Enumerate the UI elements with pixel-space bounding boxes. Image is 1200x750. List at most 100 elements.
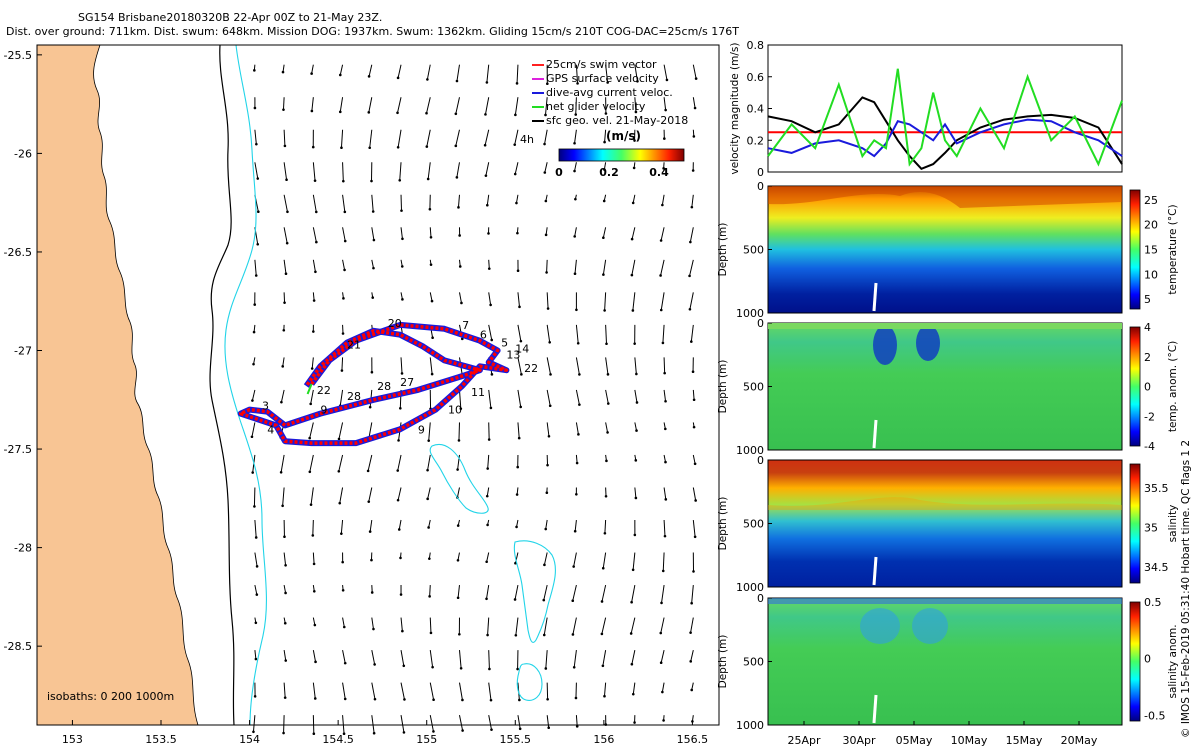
geo-velocity-arrowhead (456, 468, 459, 471)
geo-velocity-arrowhead (575, 308, 578, 312)
geo-velocity-arrowhead (338, 110, 342, 114)
geo-velocity-arrowhead (400, 372, 404, 375)
track-day-label: 7 (462, 319, 469, 332)
geo-velocity-arrowhead (457, 439, 461, 442)
geo-velocity-arrowhead (343, 697, 347, 701)
geo-velocity-arrowhead (281, 504, 284, 508)
geo-velocity-arrow (397, 487, 402, 501)
geo-velocity-arrowhead (284, 591, 287, 595)
geo-velocity-arrow (312, 519, 314, 536)
geo-velocity-arrowhead (253, 106, 257, 110)
geo-velocity-arrow (397, 64, 402, 78)
geo-velocity-arrowhead (284, 659, 288, 662)
geo-velocity-arrow (692, 519, 696, 537)
geo-velocity-arrow (311, 357, 314, 369)
geo-velocity-arrowhead (252, 730, 255, 734)
geo-velocity-arrow (371, 715, 375, 734)
geo-velocity-arrowhead (429, 263, 433, 266)
geo-velocity-arrow (486, 552, 490, 562)
geo-velocity-arrow (544, 162, 548, 173)
geo-velocity-arrow (338, 422, 344, 439)
geo-velocity-arrowhead (514, 113, 517, 117)
geo-velocity-arrowhead (254, 621, 258, 625)
geo-velocity-arrowhead (659, 631, 663, 635)
geo-velocity-arrow (605, 389, 609, 404)
geo-velocity-arrowhead (255, 142, 258, 146)
section-heatmap (767, 322, 1123, 451)
geo-velocity-arrow (427, 162, 431, 180)
legend-entry: sfc geo. vel. 21-May-2018 (546, 114, 688, 127)
geo-velocity-arrowhead (399, 556, 402, 560)
geo-velocity-arrow (514, 129, 519, 145)
geo-velocity-arrow (660, 649, 665, 663)
geo-velocity-arrowhead (605, 342, 608, 346)
geo-velocity-arrowhead (664, 498, 668, 501)
geo-velocity-arrow (342, 617, 345, 628)
geo-velocity-arrow (517, 292, 520, 307)
geo-velocity-arrowhead (690, 688, 694, 692)
geo-velocity-arrowhead (484, 174, 488, 177)
geo-velocity-arrowhead (661, 203, 664, 207)
section-ytick-label: 500 (743, 656, 764, 669)
geo-velocity-arrowhead (543, 171, 547, 174)
gap-mark (872, 419, 878, 449)
geo-velocity-arrowhead (513, 143, 517, 146)
geo-velocity-arrowhead (279, 470, 283, 474)
geo-velocity-arrowhead (664, 427, 667, 431)
geo-velocity-arrowhead (341, 332, 345, 335)
velocity-series-geostrophic (767, 96, 1123, 170)
geo-velocity-arrowhead (603, 694, 606, 698)
geo-velocity-arrowhead (694, 499, 697, 502)
geo-velocity-arrow (689, 227, 694, 243)
geo-velocity-arrowhead (285, 241, 289, 245)
geo-velocity-arrowhead (372, 627, 375, 631)
track-day-label: 11 (471, 386, 485, 399)
geo-velocity-arrowhead (633, 533, 637, 537)
geo-velocity-arrowhead (310, 72, 313, 75)
geo-velocity-arrow (368, 97, 373, 113)
geo-velocity-arrow (282, 97, 285, 110)
geo-velocity-arrow (517, 422, 520, 439)
geo-velocity-arrowhead (402, 731, 406, 734)
geo-velocity-arrowhead (286, 210, 289, 214)
geo-velocity-arrow (662, 552, 665, 571)
geo-velocity-arrow (283, 650, 287, 661)
geo-velocity-arrow (371, 617, 374, 630)
geo-velocity-arrow (251, 422, 256, 437)
geo-velocity-arrowhead (487, 232, 490, 235)
geo-velocity-arrow (283, 682, 286, 698)
geo-velocity-arrow (631, 649, 636, 665)
section-ytick-label: 0 (757, 592, 764, 605)
geo-velocity-arrow (487, 617, 490, 636)
geo-velocity-arrowhead (396, 76, 400, 80)
geo-velocity-arrowhead (428, 595, 431, 598)
geo-velocity-arrow (342, 227, 346, 242)
geo-velocity-arrowhead (489, 406, 493, 410)
geo-velocity-arrowhead (458, 265, 462, 268)
geo-velocity-arrow (429, 292, 433, 302)
geo-velocity-arrowhead (575, 461, 579, 465)
geo-velocity-arrowhead (313, 623, 317, 627)
geo-velocity-arrow (602, 552, 607, 569)
geo-velocity-arrow (634, 389, 638, 403)
geo-velocity-arrow (429, 650, 434, 668)
geo-velocity-arrowhead (691, 169, 695, 172)
isobath-200-seamount-1 (429, 444, 489, 514)
geo-velocity-arrowhead (251, 471, 254, 474)
geo-velocity-arrowhead (633, 342, 636, 345)
track-day-label: 28 (377, 380, 391, 393)
section-ytick-label: 500 (743, 518, 764, 531)
geo-velocity-arrowhead (571, 633, 575, 636)
salinity-core (768, 497, 1122, 510)
section-colorbar-tick-label: -2 (1144, 410, 1155, 423)
geo-velocity-arrow (312, 552, 315, 564)
map-xtick-label: 154 (239, 733, 260, 746)
colorbar-tick-label: 0 (555, 166, 563, 179)
geo-velocity-arrowhead (484, 113, 487, 116)
geo-velocity-arrowhead (688, 274, 691, 278)
geo-velocity-arrowhead (692, 570, 695, 573)
geo-velocity-arrowhead (400, 209, 403, 212)
